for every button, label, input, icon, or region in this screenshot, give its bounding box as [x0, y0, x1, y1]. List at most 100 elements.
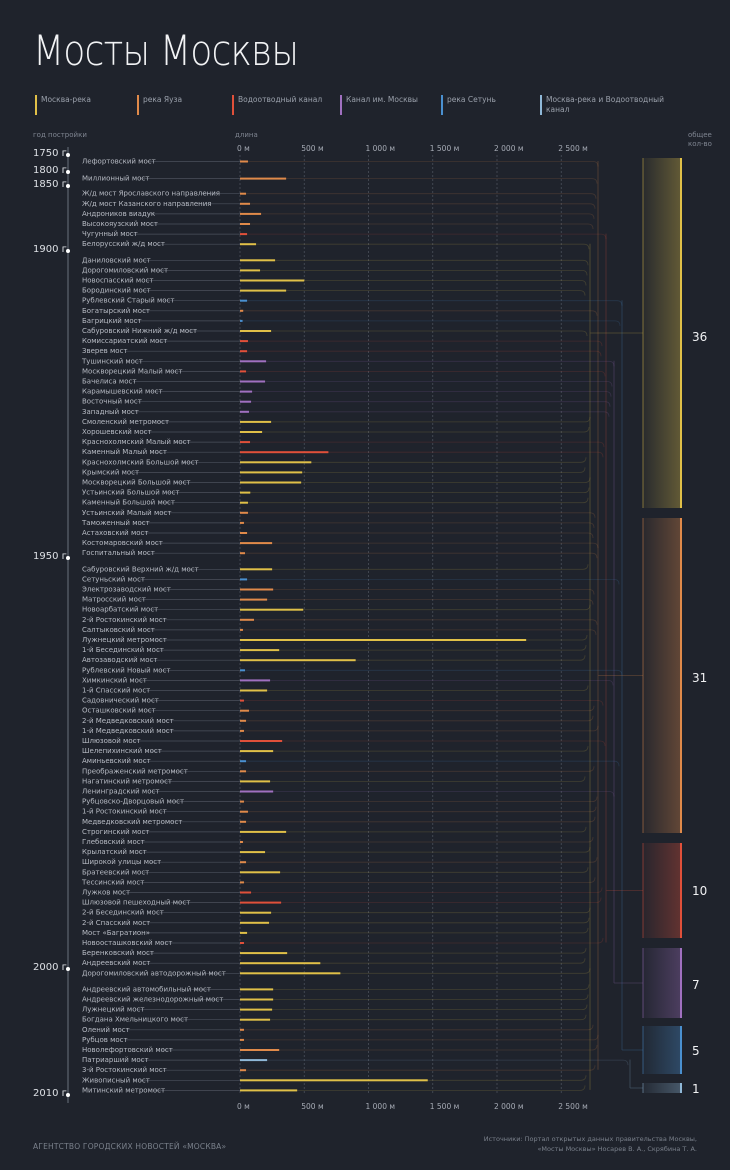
legend-item: Москва-река и Водоотводный канал: [540, 95, 666, 115]
bridge-bar: [240, 243, 257, 246]
bridge-bar: [240, 360, 267, 363]
connector-line: [240, 371, 606, 377]
bridge-name: Зверев мост: [82, 347, 128, 355]
bridge-name: Каменный Большой мост: [82, 499, 175, 507]
bridge-name: Преображенский метромост: [82, 767, 188, 775]
connector-line: [240, 300, 623, 306]
page-title: Мосты Москвы: [33, 26, 299, 75]
bridge-bar: [240, 871, 281, 874]
bridge-name: Краснохолмский Большой мост: [82, 458, 199, 466]
bridge-name: Западный мост: [82, 408, 139, 416]
bridge-bar: [240, 532, 248, 534]
bridge-bar: [240, 390, 253, 393]
connector-line: [240, 213, 595, 219]
connector-line: [240, 522, 595, 528]
connector-line: [240, 655, 586, 661]
bridge-name: Строгинский мост: [82, 828, 149, 836]
connector-line: [240, 1034, 599, 1041]
bridge-name: Медведковский метромост: [82, 818, 182, 826]
connector-line: [240, 512, 596, 518]
bridge-bar: [240, 780, 271, 783]
connector-line: [240, 629, 597, 635]
bridge-bar: [240, 750, 274, 753]
bridge-bar: [240, 269, 261, 272]
bridge-name: 1-й Медведковский мост: [82, 727, 174, 735]
bridge-name: Краснохолмский Малый мост: [82, 438, 191, 446]
bridge-name: Чугунный мост: [82, 230, 138, 238]
bridge-bar: [240, 800, 244, 803]
bridge-bar: [240, 608, 304, 611]
bridge-bar: [240, 431, 263, 433]
route-line: [621, 300, 643, 1051]
bridge-name: Лужков мост: [82, 889, 130, 897]
bridge-bar: [240, 598, 268, 601]
agency-credit: АГЕНТСТВО ГОРОДСКИХ НОВОСТЕЙ «МОСКВА»: [33, 1142, 227, 1151]
connector-line: [240, 564, 589, 570]
bridge-bar: [240, 289, 287, 292]
x-tick-label: 2 000 м: [494, 144, 524, 153]
route-line: [605, 233, 643, 943]
total-count: 5: [692, 1044, 700, 1058]
connector-line: [240, 927, 589, 934]
connector-line: [240, 1075, 587, 1081]
connector-line: [240, 857, 598, 863]
bridge-name: Сабуровский Нижний ж/д мост: [82, 327, 197, 335]
bridge-bar: [240, 160, 248, 163]
bridge-name: Осташковский мост: [82, 707, 156, 715]
bridge-name: Лужнецкий метромост: [82, 636, 167, 644]
bridge-name: 2-й Медведковский мост: [82, 717, 174, 725]
bridge-name: Садовнический мост: [82, 697, 159, 705]
bridge-bar: [240, 1079, 428, 1082]
year-dot: [66, 1093, 70, 1097]
connector-line: [240, 579, 620, 585]
bridge-name: Москворецкий Малый мост: [82, 367, 182, 375]
bridge-bar: [240, 998, 274, 1001]
connector-line: [240, 847, 591, 853]
legend-swatch: [232, 95, 234, 115]
bridge-bar: [240, 501, 248, 504]
bridge-name: Смоленский метромост: [82, 418, 169, 426]
connector-line: [240, 907, 591, 914]
connector-line: [240, 290, 586, 296]
x-tick-label: 1 500 м: [429, 144, 460, 153]
connector-line: [240, 1014, 587, 1021]
bridge-name: Андреевский мост: [82, 959, 150, 967]
bridge-name: Шлюзовой мост: [82, 737, 141, 745]
connector-line: [240, 532, 594, 539]
bridge-bar: [240, 192, 247, 195]
legend-label: река Яуза: [143, 95, 183, 104]
bridge-bar: [240, 330, 272, 332]
bridge-bar: [240, 1028, 244, 1031]
bridge-bar: [240, 881, 244, 884]
bridge-bar: [240, 212, 262, 215]
connector-line: [240, 968, 591, 974]
connector-line: [240, 350, 602, 357]
bridge-bar: [240, 309, 244, 312]
year-label: 2000 г.: [33, 962, 71, 973]
bridge-bar: [240, 471, 303, 474]
bridge-bar: [240, 481, 302, 484]
bridge-bar: [240, 760, 247, 763]
bridge-name: Высокояузский мост: [82, 220, 158, 228]
bridge-name: Богатырский мост: [82, 307, 150, 315]
bridge-bar: [240, 552, 246, 555]
bridge-name: Рублевский Старый мост: [82, 297, 174, 305]
bridge-name: Миллионный мост: [82, 175, 149, 183]
connector-line: [240, 426, 590, 433]
connector-line: [240, 984, 590, 990]
year-axis-header: год постройки: [33, 131, 87, 139]
bridge-bar: [240, 911, 272, 914]
bridge-bar: [240, 299, 248, 302]
bridge-bar: [240, 177, 287, 180]
bridge-name: Лефортовский мост: [82, 158, 156, 166]
connector-line: [240, 937, 604, 944]
legend-swatch: [441, 95, 443, 115]
bridge-name: Глебовский мост: [82, 838, 145, 846]
total-bar: [643, 948, 681, 1018]
legend-item: Канал им. Москвы: [340, 95, 436, 115]
connector-line: [240, 270, 588, 276]
connector-line: [240, 816, 596, 823]
bridge-name: Мост «Багратион»: [82, 929, 150, 937]
bridge-name: Новоарбатский мост: [82, 606, 158, 614]
